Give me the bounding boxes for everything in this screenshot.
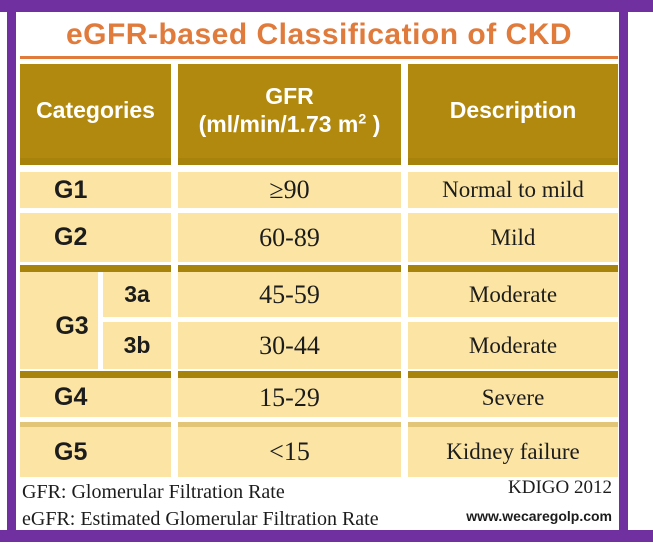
header-categories: Categories xyxy=(20,64,171,158)
rule-segment xyxy=(20,265,171,272)
category-split-g3: G3 3a 3b xyxy=(20,272,171,369)
border-top xyxy=(0,0,653,12)
ckd-classification-table: Categories GFR (ml/min/1.73 m2 ) Descrip… xyxy=(20,64,618,477)
rule-gap xyxy=(171,422,178,427)
gfr-cell-g5: <15 xyxy=(178,427,401,477)
row-spacer xyxy=(20,369,618,371)
gfr-cell-3a: 45-59 xyxy=(178,272,401,317)
row-spacer xyxy=(103,317,171,322)
gfr-cell-g1: ≥90 xyxy=(178,172,401,208)
table-header-row: Categories GFR (ml/min/1.73 m2 ) Descrip… xyxy=(20,64,618,158)
legend-egfr: eGFR: Estimated Glomerular Filtration Ra… xyxy=(22,508,379,530)
header-gfr-unit-post: ) xyxy=(366,111,381,137)
source-block: KDIGO 2012 www.wecaregolp.com xyxy=(466,477,612,524)
table-row-g4: G4 15-29 Severe xyxy=(20,378,618,417)
category-cell-g4: G4 xyxy=(20,378,171,417)
column-divider xyxy=(171,64,178,158)
rule-segment xyxy=(178,422,401,427)
page-title: eGFR-based Classification of CKD xyxy=(20,13,618,59)
row-spacer xyxy=(20,208,618,213)
section-rule xyxy=(20,158,618,165)
column-divider xyxy=(401,427,408,477)
page-title-text: eGFR-based Classification of CKD xyxy=(65,17,573,51)
column-divider xyxy=(171,272,178,369)
column-divider xyxy=(171,213,178,262)
category-cell-g2: G2 xyxy=(20,213,171,262)
row-spacer xyxy=(408,317,618,322)
description-cell-g2: Mild xyxy=(408,213,618,262)
rule-segment xyxy=(178,158,401,165)
header-gfr-unit: (ml/min/1.73 m2 ) xyxy=(199,111,381,139)
rule-gap xyxy=(401,158,408,165)
section-rule xyxy=(20,265,618,272)
gfr-cell-g4: 15-29 xyxy=(178,378,401,417)
legend-gfr: GFR: Glomerular Filtration Rate xyxy=(22,481,285,503)
gfr-subcolumn-g3: 45-59 30-44 xyxy=(178,272,401,369)
column-divider xyxy=(401,213,408,262)
rule-segment xyxy=(408,422,618,427)
row-spacer xyxy=(178,317,401,322)
source-reference: KDIGO 2012 xyxy=(508,477,612,498)
rule-gap xyxy=(171,371,178,378)
border-right xyxy=(619,0,628,542)
column-divider xyxy=(401,172,408,208)
column-divider xyxy=(401,272,408,369)
subcolumn-divider xyxy=(98,272,103,369)
abbreviation-legend: GFR: Glomerular Filtration Rate eGFR: Es… xyxy=(22,479,379,533)
header-gfr-unit-sup: 2 xyxy=(358,111,367,128)
gfr-cell-3b: 30-44 xyxy=(178,322,401,369)
header-description: Description xyxy=(408,64,618,158)
section-rule-light xyxy=(20,422,618,427)
rule-segment xyxy=(408,265,618,272)
description-cell-g5: Kidney failure xyxy=(408,427,618,477)
header-gfr: GFR (ml/min/1.73 m2 ) xyxy=(178,64,401,158)
description-subcolumn-g3: Moderate Moderate xyxy=(408,272,618,369)
rule-segment xyxy=(178,265,401,272)
gfr-cell-g2: 60-89 xyxy=(178,213,401,262)
header-gfr-unit-pre: (ml/min/1.73 m xyxy=(198,111,359,137)
row-spacer xyxy=(20,165,618,172)
column-divider xyxy=(171,427,178,477)
table-row-group-g3: G3 3a 3b 45-59 30-44 Moderate Moderate xyxy=(20,272,618,369)
rule-gap xyxy=(171,265,178,272)
table-row-g1: G1 ≥90 Normal to mild xyxy=(20,172,618,208)
description-cell-3b: Moderate xyxy=(408,322,618,369)
rule-segment xyxy=(20,371,171,378)
column-divider xyxy=(171,378,178,417)
rule-gap xyxy=(171,158,178,165)
rule-gap xyxy=(401,371,408,378)
row-spacer xyxy=(20,262,618,265)
column-divider xyxy=(171,172,178,208)
category-cell-g5: G5 xyxy=(20,427,171,477)
rule-gap xyxy=(401,422,408,427)
description-cell-3a: Moderate xyxy=(408,272,618,317)
rule-segment xyxy=(20,158,171,165)
description-cell-g1: Normal to mild xyxy=(408,172,618,208)
header-gfr-line1: GFR xyxy=(265,83,314,110)
website-url: www.wecaregolp.com xyxy=(466,508,612,524)
category-cell-g1: G1 xyxy=(20,172,171,208)
section-rule xyxy=(20,371,618,378)
row-spacer xyxy=(20,417,618,422)
rule-segment xyxy=(20,422,171,427)
rule-segment xyxy=(178,371,401,378)
border-bottom xyxy=(0,530,653,542)
table-row-g2: G2 60-89 Mild xyxy=(20,213,618,262)
rule-segment xyxy=(408,371,618,378)
rule-segment xyxy=(408,158,618,165)
border-left xyxy=(7,0,16,542)
subcategory-cell-3b: 3b xyxy=(103,322,171,369)
rule-gap xyxy=(401,265,408,272)
category-cell-g3: G3 xyxy=(20,272,98,369)
column-divider xyxy=(401,64,408,158)
subcategory-cell-3a: 3a xyxy=(103,272,171,317)
table-row-g5: G5 <15 Kidney failure xyxy=(20,427,618,477)
description-cell-g4: Severe xyxy=(408,378,618,417)
column-divider xyxy=(401,378,408,417)
subcategory-column: 3a 3b xyxy=(103,272,171,369)
